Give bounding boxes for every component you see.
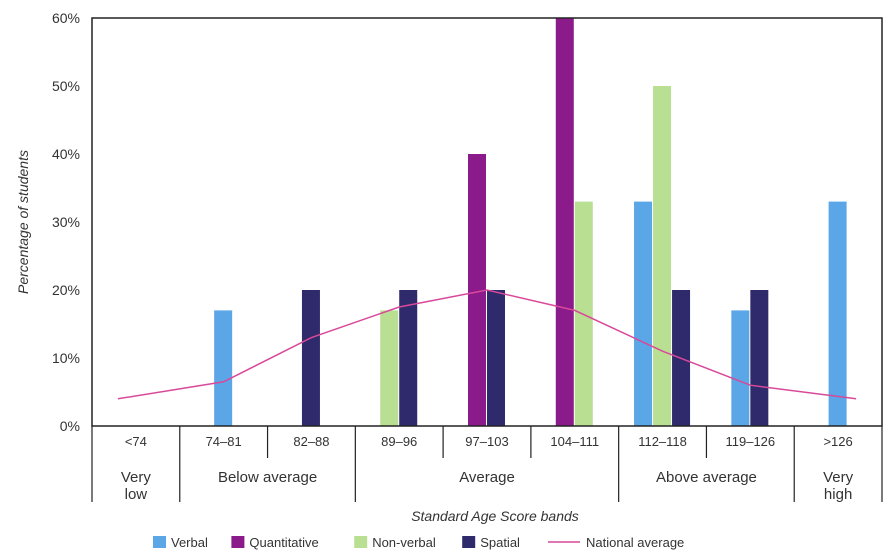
y-axis-tick-labels: 0% 10% 20% 30% 40% 50% 60% xyxy=(52,10,80,434)
x-tick-label: 74–81 xyxy=(206,434,242,449)
bar xyxy=(214,310,233,426)
legend: Verbal Quantitative Non-verbal Spatial Natio… xyxy=(153,535,684,550)
y-tick-label: 50% xyxy=(52,78,80,94)
group-label: Very high xyxy=(823,469,854,503)
group-label: Average xyxy=(459,469,515,486)
bar xyxy=(731,310,750,426)
x-axis: <74 74–81 82–88 89–96 97–103 104–111 112–118 11… xyxy=(91,426,883,503)
bar xyxy=(468,154,486,426)
y-tick-label: 10% xyxy=(52,350,80,366)
bar xyxy=(301,290,320,426)
x-tick-label: 119–126 xyxy=(726,434,776,449)
y-axis-title: Percentage of students xyxy=(15,150,31,294)
plot-frame xyxy=(91,17,883,427)
legend-swatch xyxy=(231,536,245,548)
x-tick-label: <74 xyxy=(125,434,147,449)
bar xyxy=(634,201,653,426)
y-tick-label: 0% xyxy=(60,418,80,434)
legend-label: Quantitative xyxy=(249,535,318,550)
y-tick-label: 60% xyxy=(52,10,80,26)
x-axis-title: Standard Age Score bands xyxy=(411,508,579,524)
bar xyxy=(750,290,769,426)
group-label: Above average xyxy=(656,469,757,486)
legend-swatch xyxy=(462,536,476,548)
x-tick-label: 112–118 xyxy=(638,434,687,449)
legend-swatch xyxy=(354,536,368,548)
national-average-line xyxy=(117,289,857,400)
x-tick-label: 104–111 xyxy=(550,434,599,449)
x-tick-label: 89–96 xyxy=(381,434,417,449)
legend-label: Non-verbal xyxy=(372,535,436,550)
bar xyxy=(380,310,399,426)
legend-label: Spatial xyxy=(480,535,520,550)
group-label: Very low xyxy=(121,469,152,503)
legend-label: Verbal xyxy=(171,535,208,550)
y-tick-label: 20% xyxy=(52,282,80,298)
bar xyxy=(399,290,418,426)
y-tick-label: 40% xyxy=(52,146,80,162)
x-tick-label: >126 xyxy=(823,434,852,449)
bar xyxy=(487,290,505,426)
legend-swatch xyxy=(153,536,166,548)
x-tick-label: 97–103 xyxy=(465,434,508,449)
bars xyxy=(214,18,847,426)
y-tick-label: 30% xyxy=(52,214,80,230)
legend-label: National average xyxy=(586,535,684,550)
group-label: Below average xyxy=(218,469,317,486)
x-tick-label: 82–88 xyxy=(293,434,329,449)
bar xyxy=(653,86,672,426)
bar xyxy=(555,18,574,426)
bar xyxy=(828,201,847,426)
